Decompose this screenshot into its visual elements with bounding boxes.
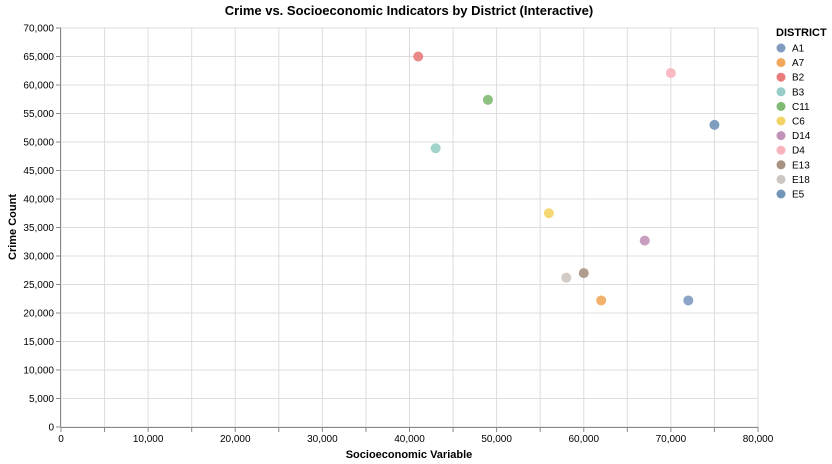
x-tick-label: 70,000 <box>656 434 687 445</box>
y-tick-label: 40,000 <box>23 195 54 206</box>
data-point-a7 <box>596 295 607 306</box>
legend-label-d4: D4 <box>792 146 805 157</box>
data-point-a1 <box>683 295 694 306</box>
x-axis: 0 10,000 20,000 30,000 40,000 50,000 60,000 70,… <box>58 427 774 445</box>
x-tick-label: 0 <box>58 434 64 445</box>
legend-label-a7: A7 <box>792 58 805 69</box>
data-point-b3 <box>430 143 441 154</box>
legend-label-a1: A1 <box>792 44 805 55</box>
y-tick-label: 70,000 <box>23 24 54 35</box>
legend-label-e13: E13 <box>792 160 810 171</box>
legend-label-b3: B3 <box>792 87 805 98</box>
y-axis-title: Crime Count <box>7 194 19 260</box>
y-axis: 0 5,000 10,000 15,000 20,000 25,000 30,000 35,0… <box>23 24 61 434</box>
x-tick-label: 40,000 <box>394 434 425 445</box>
y-tick-label: 5,000 <box>29 394 54 405</box>
legend-marker-d4 <box>776 145 786 155</box>
data-point-d14 <box>639 235 650 246</box>
x-axis-title: Socioeconomic Variable <box>346 449 473 461</box>
legend-marker-e5 <box>776 189 786 199</box>
y-tick-label: 35,000 <box>23 223 54 234</box>
data-point-e13 <box>578 268 589 279</box>
legend-marker-c11 <box>776 101 786 111</box>
data-point-c11 <box>482 94 493 105</box>
legend-label-e18: E18 <box>792 175 810 186</box>
x-tick-label: 10,000 <box>133 434 164 445</box>
data-point-e18 <box>561 272 572 283</box>
x-tick-label: 50,000 <box>481 434 512 445</box>
legend-title: DISTRICT <box>776 27 827 39</box>
gridlines <box>60 27 759 428</box>
legend-label-c6: C6 <box>792 117 805 128</box>
data-point-b2 <box>413 51 424 62</box>
legend-label-c11: C11 <box>792 102 810 113</box>
x-tick-label: 60,000 <box>568 434 599 445</box>
y-tick-label: 50,000 <box>23 138 54 149</box>
data-point-c6 <box>543 208 554 219</box>
x-tick-label: 20,000 <box>220 434 251 445</box>
data-points <box>413 51 720 306</box>
x-tick-label: 80,000 <box>743 434 774 445</box>
y-tick-label: 0 <box>48 423 54 434</box>
legend-marker-e18 <box>776 174 786 184</box>
legend-marker-b2 <box>776 72 786 82</box>
x-tick-label: 30,000 <box>307 434 338 445</box>
legend-marker-a1 <box>776 43 786 53</box>
legend-label-d14: D14 <box>792 131 811 142</box>
y-tick-label: 15,000 <box>23 337 54 348</box>
legend-marker-b3 <box>776 87 786 97</box>
y-tick-label: 10,000 <box>23 366 54 377</box>
chart-title: Crime vs. Socioeconomic Indicators by Di… <box>225 3 593 18</box>
y-tick-label: 45,000 <box>23 166 54 177</box>
y-tick-label: 60,000 <box>23 81 54 92</box>
data-point-d4 <box>665 68 676 79</box>
legend-label-e5: E5 <box>792 190 805 201</box>
legend-label-b2: B2 <box>792 73 805 84</box>
data-point-e5 <box>709 119 720 130</box>
y-tick-label: 55,000 <box>23 109 54 120</box>
legend: DISTRICT A1 A7 B2 B3 C11 C6 D14 D4 E13 E18 E5 <box>776 27 827 201</box>
y-tick-label: 20,000 <box>23 309 54 320</box>
legend-marker-d14 <box>776 131 786 141</box>
legend-marker-a7 <box>776 58 786 68</box>
y-tick-label: 65,000 <box>23 52 54 63</box>
y-tick-label: 30,000 <box>23 252 54 263</box>
legend-marker-c6 <box>776 116 786 126</box>
legend-marker-e13 <box>776 160 786 170</box>
y-tick-label: 25,000 <box>23 280 54 291</box>
